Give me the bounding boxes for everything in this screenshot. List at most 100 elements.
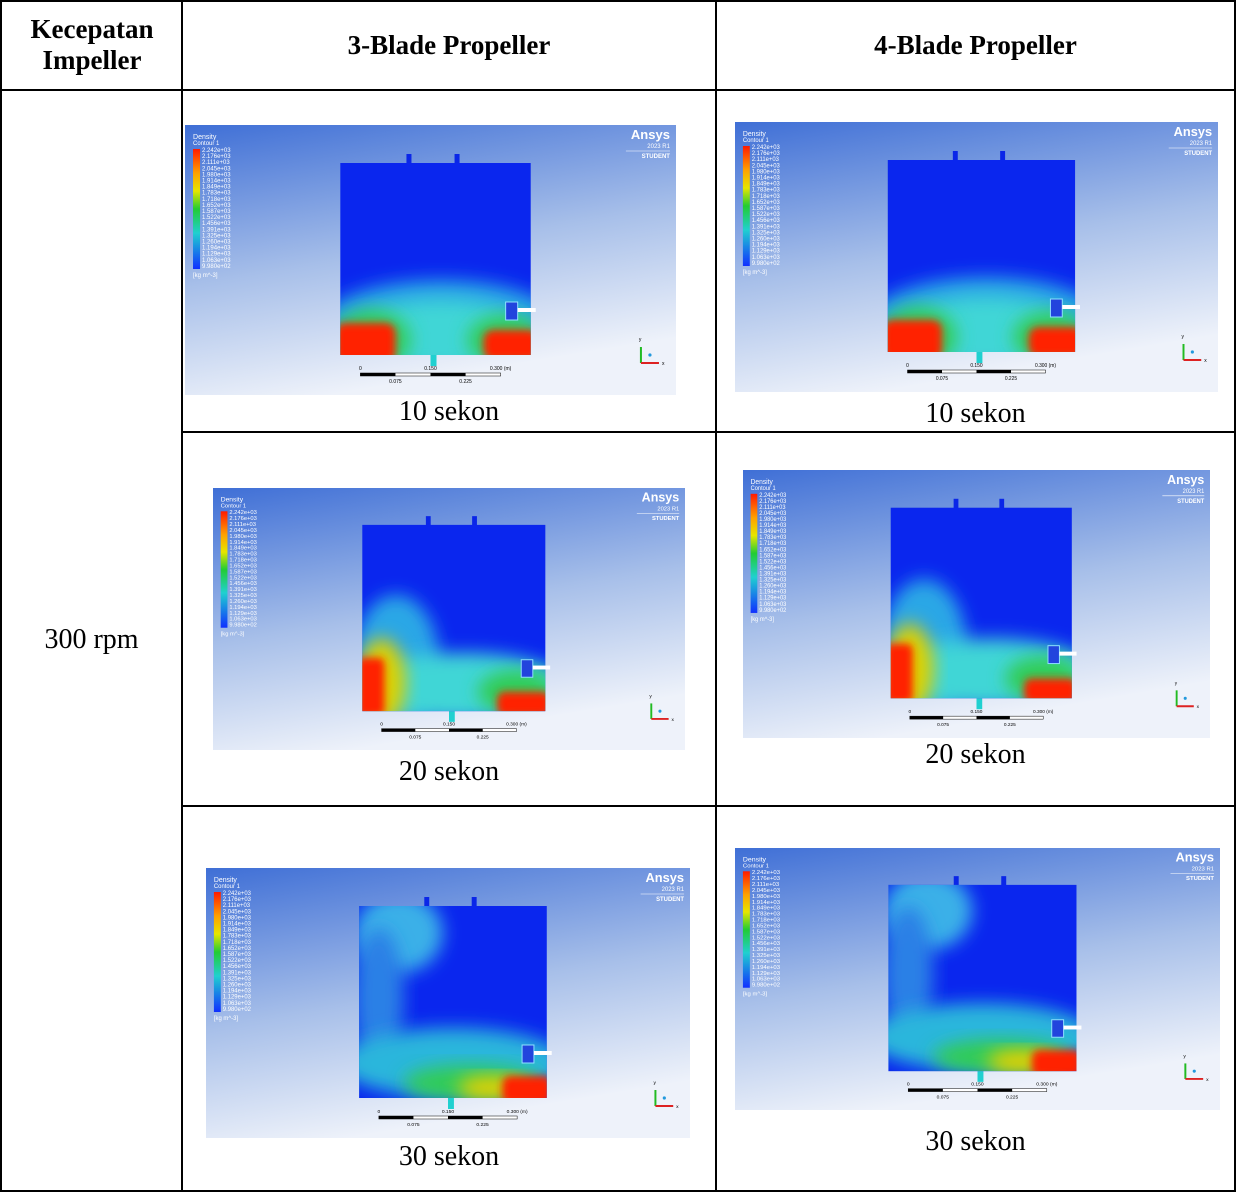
scale-label: 0.075 [936,376,949,382]
scale-label: 0.225 [1004,722,1016,728]
outlet [977,352,983,363]
scale-label: 0 [380,722,383,728]
caption: 30 sekon [717,1126,1234,1158]
scale-label: 0.075 [409,734,421,740]
scale-label: 0.300 (m) [1035,363,1056,369]
legend-label: 1.194e+03 [202,246,231,252]
colorbar [751,494,758,613]
scale-label: 0.300 (m) [490,366,512,372]
brand: Ansys [631,127,670,142]
scale-label: 0.150 [442,1109,455,1115]
scale-bar [448,1116,483,1119]
license: STUDENT [1184,151,1212,157]
scale-label: 0.075 [937,722,949,728]
scale-label: 0.150 [971,709,983,715]
colorbar [221,511,228,627]
legend-label: 9.980e+02 [223,1007,252,1013]
colorbar [743,871,750,987]
scale-label: 0.150 [971,1082,984,1088]
scale-label: 0.300 (m) [506,722,527,728]
impeller [506,302,518,320]
scale-bar [379,1116,414,1119]
contour-image: DensityContour 12.242e+032.176e+032.111e… [743,470,1210,738]
header-cell: 3-Blade Propeller [183,0,715,90]
scale-label: 0.225 [1006,1094,1019,1100]
border [181,805,1236,807]
caption: 20 sekon [717,739,1234,771]
outlet [977,698,983,709]
nozzle [954,876,959,886]
contour-image: DensityContour 12.242e+032.176e+032.111e… [185,125,676,395]
legend-title: Density [214,877,238,884]
impeller [521,660,533,677]
colorbar [193,149,200,269]
legend-subtitle: Contour 1 [743,863,769,869]
impeller [1052,1020,1064,1037]
scale-bar [978,1089,1013,1092]
license: STUDENT [656,897,684,903]
nozzle [1000,151,1005,161]
license: STUDENT [1186,876,1214,882]
shaft [1062,305,1080,309]
legend-subtitle: Contour 1 [193,141,220,147]
legend-label: 2.111e+03 [202,160,230,166]
legend-label: 9.980e+02 [752,983,780,989]
legend-label: 1.391e+03 [202,227,231,233]
scale-bar [977,370,1012,373]
scale-label: 0.225 [1005,376,1018,382]
colorbar [743,146,750,266]
border [0,0,2,1192]
scale-label: 0 [907,1082,910,1088]
nozzle [1001,876,1006,886]
nozzle [999,499,1004,509]
nozzle [953,151,958,161]
legend-label: 2.242e+03 [202,148,231,154]
legend-subtitle: Contour 1 [743,138,770,144]
scale-label: 0.075 [389,379,402,385]
legend-label: 1.260e+03 [202,240,231,246]
legend-label: 9.980e+02 [229,623,256,629]
scale-label: 0.150 [424,366,437,372]
scale-label: 0.075 [937,1094,950,1100]
legend-title: Density [193,134,217,141]
border [181,0,183,1192]
scale-bar [431,373,466,376]
outlet [978,1071,984,1082]
header-cell: 4-Blade Propeller [717,0,1234,90]
scale-bar [977,716,1010,719]
legend-unit: [kg m^-3] [743,270,767,276]
legend-label: 2.045e+03 [202,166,231,172]
legend-unit: [kg m^-3] [751,617,775,623]
legend-title: Density [743,131,766,138]
scale-label: 0 [906,363,909,369]
scale-label: 0.225 [476,1122,489,1128]
nozzle [424,897,429,907]
scale-label: 0 [908,709,911,715]
legend-label: 1.652e+03 [202,203,231,209]
impeller [1048,646,1059,664]
colorbar [214,892,221,1012]
version: 2023 R1 [1183,489,1205,495]
scale-bar [908,1089,943,1092]
scale-label: 0.225 [477,734,489,740]
legend-label: 1.718e+03 [202,197,231,203]
version: 2023 R1 [657,506,679,512]
brand: Ansys [1174,124,1212,139]
legend-label: 1.522e+03 [202,215,231,221]
axis-z [1193,1070,1196,1073]
nozzle [406,154,411,164]
nozzle [426,516,431,526]
legend-label: 1.914e+03 [202,179,231,185]
nozzle [472,897,477,907]
axis-z [648,353,651,356]
brand: Ansys [642,491,680,505]
legend-unit: [kg m^-3] [214,1016,238,1022]
legend-label: 9.980e+02 [759,608,786,614]
scale-label: 0.300 (m) [1033,709,1054,715]
scale-label: 0 [377,1109,380,1115]
border [181,431,1236,433]
axis-z [658,710,661,713]
outlet [448,1098,454,1109]
scale-bar [908,370,943,373]
